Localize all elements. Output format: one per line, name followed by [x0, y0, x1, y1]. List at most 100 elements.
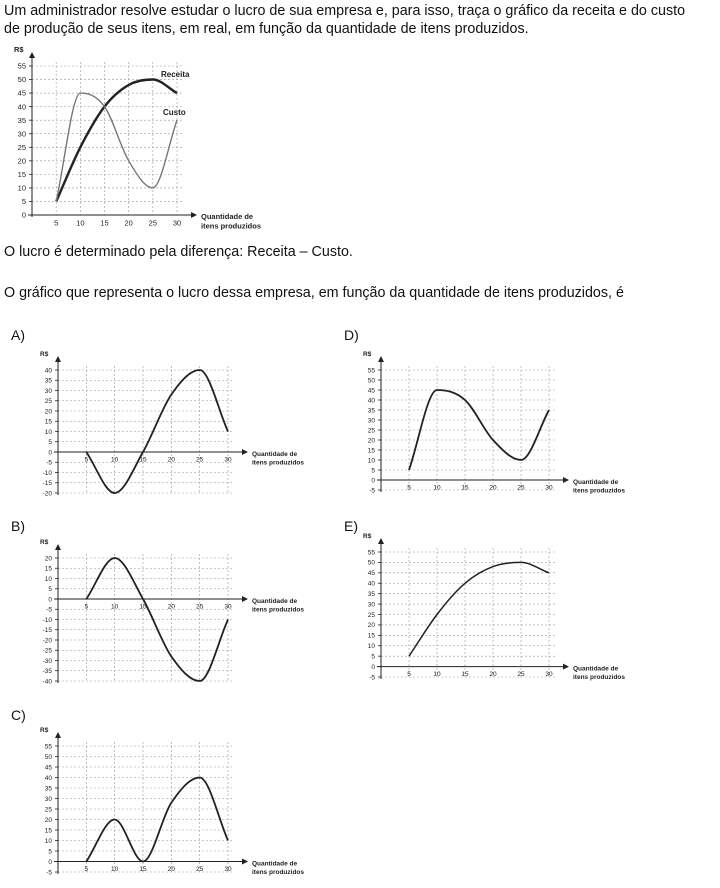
- y-tick-label: 5: [22, 197, 26, 206]
- option-a-chart[interactable]: -20 -15 -10 -5 0 5 10 15 20 25 30 35 40 5 10 15 20 25 30 R$…: [20, 345, 320, 505]
- y-tick-label: 20: [45, 408, 53, 415]
- y-tick-label: 0: [48, 859, 52, 866]
- y-tick-label: 40: [368, 397, 376, 404]
- y-axis-arrow: [55, 732, 61, 738]
- y-tick-label: 55: [18, 62, 26, 71]
- x-tick-label: 5: [85, 457, 89, 464]
- y-tick-label: 35: [368, 591, 376, 598]
- y-tick-label: 10: [45, 429, 53, 436]
- x-tick-label: 30: [545, 671, 553, 678]
- x-tick-label: 5: [407, 671, 411, 678]
- y-tick-label: 50: [45, 754, 53, 761]
- y-tick-label: 35: [18, 116, 26, 125]
- option-b-label[interactable]: B): [11, 518, 25, 534]
- x-tick-label: 25: [517, 485, 525, 492]
- y-tick-label: 0: [371, 477, 375, 484]
- y-tick-label: -5: [46, 869, 52, 876]
- x-axis-arrow: [242, 449, 248, 455]
- option-d-label[interactable]: D): [344, 327, 359, 343]
- x-tick-label: 15: [461, 485, 469, 492]
- y-tick-label: 20: [45, 817, 53, 824]
- x-tick-label: 25: [196, 604, 204, 611]
- y-tick-label: -10: [43, 617, 53, 624]
- x-axis-arrow: [242, 858, 248, 865]
- option-a-label[interactable]: A): [11, 327, 25, 343]
- x-axis-label: Quantidade de: [573, 479, 619, 486]
- y-axis-label: R$: [363, 533, 372, 540]
- y-axis-label: R$: [40, 351, 49, 358]
- y-tick-label: 55: [45, 743, 53, 750]
- x-tick-label: 25: [196, 457, 204, 464]
- y-tick-label: -30: [43, 658, 53, 665]
- y-axis-arrow: [29, 52, 35, 58]
- x-tick-label: 25: [517, 671, 525, 678]
- y-tick-label: 25: [368, 427, 376, 434]
- y-tick-label: -10: [43, 470, 53, 477]
- series-line: [408, 561, 550, 657]
- x-tick-label: 5: [407, 485, 411, 492]
- y-tick-label: 0: [48, 449, 52, 456]
- y-tick-label: 50: [368, 377, 376, 384]
- y-tick-label: 50: [368, 560, 376, 567]
- y-tick-label: 10: [18, 184, 26, 193]
- x-tick-label: 30: [173, 219, 181, 228]
- y-tick-label: 45: [368, 570, 376, 577]
- x-axis-label: itens produzidos: [573, 488, 625, 495]
- x-axis-label: itens produzidos: [252, 869, 304, 876]
- x-tick-label: 5: [54, 219, 58, 228]
- x-tick-label: 25: [149, 219, 157, 228]
- y-tick-label: 40: [45, 775, 53, 782]
- y-tick-label: 30: [368, 601, 376, 608]
- lucro-definition-text: O lucro é determinado pela diferença: Re…: [4, 244, 353, 260]
- y-tick-label: 30: [18, 129, 26, 138]
- y-tick-label: 10: [45, 576, 53, 583]
- y-tick-label: -15: [43, 480, 53, 487]
- y-tick-label: 0: [22, 211, 26, 220]
- y-tick-label: 20: [45, 555, 53, 562]
- x-axis-arrow: [563, 477, 569, 483]
- y-tick-label: 15: [368, 633, 376, 640]
- x-tick-label: 30: [224, 866, 232, 873]
- x-axis-arrow: [563, 663, 569, 670]
- x-tick-label: 20: [168, 457, 176, 464]
- y-tick-label: 10: [368, 457, 376, 464]
- x-tick-label: 30: [545, 485, 553, 492]
- y-axis-label: R$: [40, 727, 49, 734]
- series-label: Receita: [161, 70, 190, 79]
- series-line: [85, 776, 229, 863]
- y-tick-label: -5: [369, 674, 375, 681]
- x-tick-label: 10: [433, 671, 441, 678]
- y-tick-label: 30: [45, 388, 53, 395]
- y-tick-label: -20: [43, 490, 53, 497]
- x-tick-label: 10: [111, 457, 119, 464]
- y-tick-label: 0: [48, 596, 52, 603]
- option-e-label[interactable]: E): [344, 518, 358, 534]
- y-tick-label: 5: [48, 439, 52, 446]
- option-b-chart[interactable]: -40 -35 -30 -25 -20 -15 -10 -5 0 5 10 15 20 5 10 15 20 25…: [20, 536, 320, 696]
- x-tick-label: 20: [168, 866, 176, 873]
- y-tick-label: 5: [371, 653, 375, 660]
- y-tick-label: 35: [368, 407, 376, 414]
- y-tick-label: 55: [368, 549, 376, 556]
- x-tick-label: 15: [139, 604, 147, 611]
- series-line: [55, 78, 178, 202]
- y-axis-label: R$: [40, 539, 49, 546]
- x-tick-label: 20: [489, 485, 497, 492]
- y-tick-label: 25: [45, 806, 53, 813]
- y-tick-label: 10: [45, 838, 53, 845]
- x-tick-label: 15: [100, 219, 108, 228]
- y-tick-label: 30: [368, 417, 376, 424]
- x-axis-label: Quantidade de: [201, 212, 253, 221]
- y-tick-label: 15: [45, 566, 53, 573]
- y-tick-label: 20: [368, 437, 376, 444]
- series-line: [85, 369, 229, 494]
- option-c-label[interactable]: C): [11, 707, 26, 723]
- y-tick-label: 25: [45, 398, 53, 405]
- x-tick-label: 25: [196, 866, 204, 873]
- series-line: [85, 557, 229, 682]
- x-tick-label: 10: [76, 219, 84, 228]
- series-line: [55, 92, 178, 202]
